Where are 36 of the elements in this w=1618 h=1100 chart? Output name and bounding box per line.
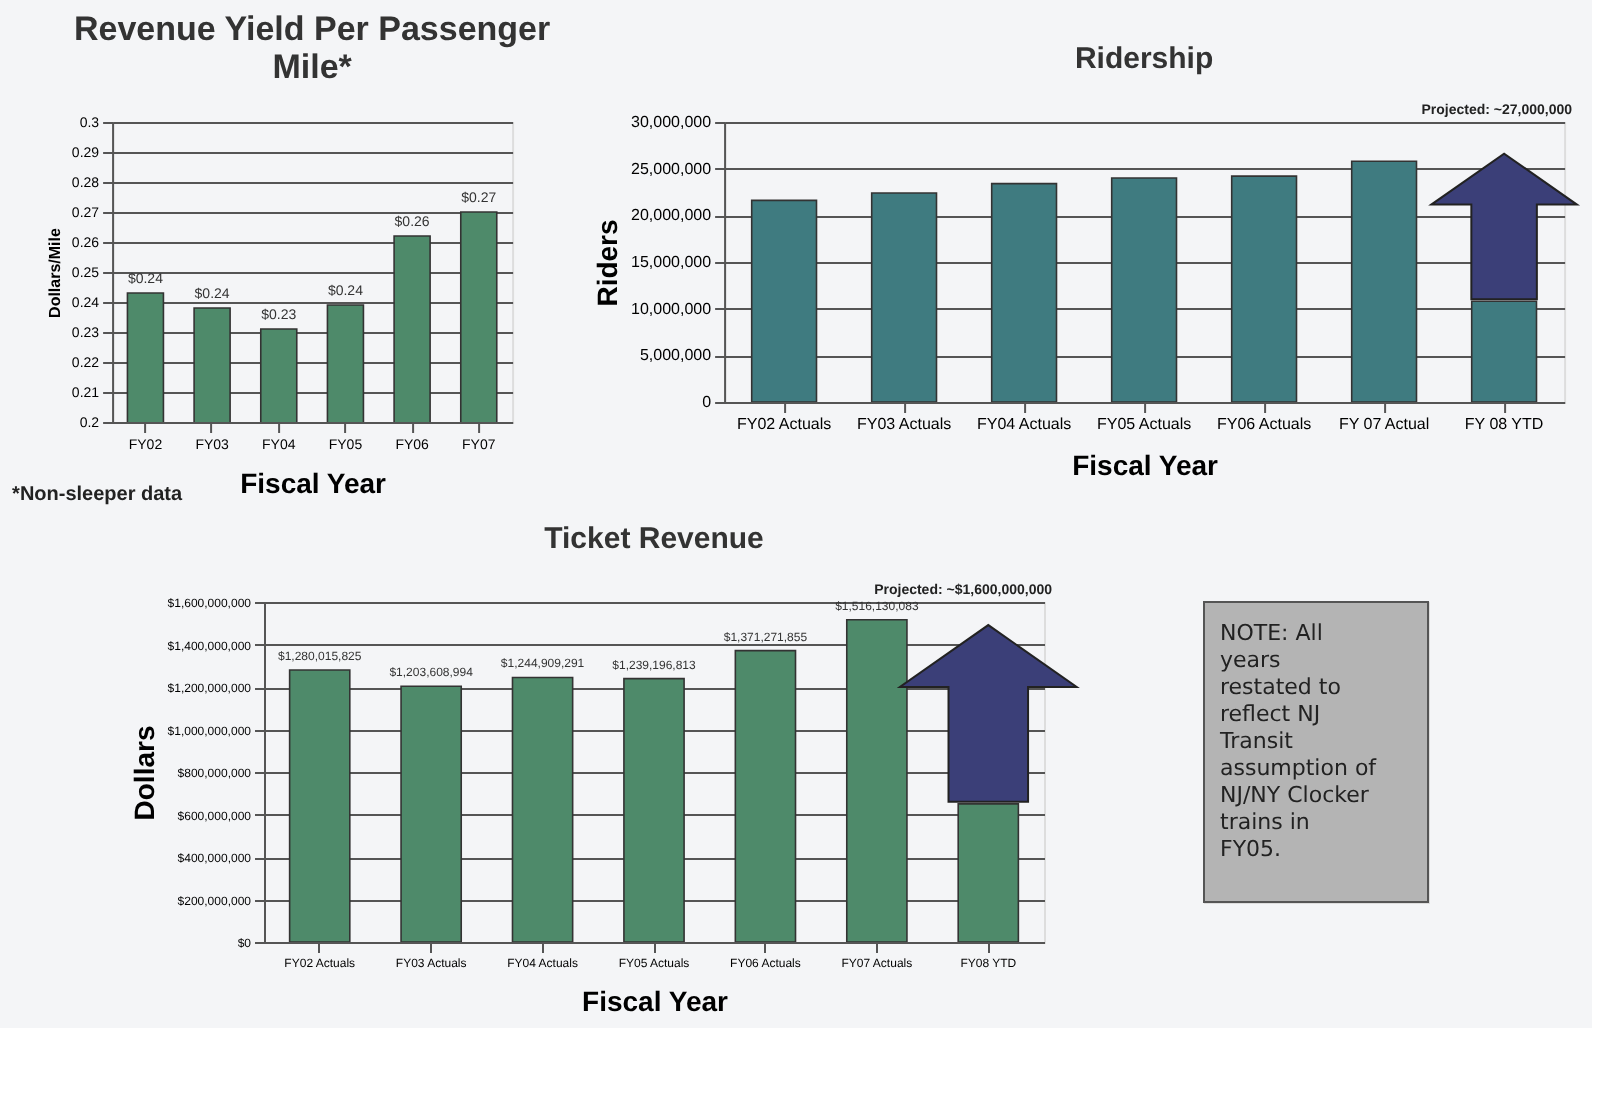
y-tick-label: 15,000,000 (631, 253, 713, 271)
x-axis-title: Fiscal Year (1072, 449, 1220, 481)
text: NOTE: All years restated to reflect NJ Transit assumption of NJ/NY Clocker trains in FY05. (1220, 620, 1377, 862)
x-axis-title: Fiscal Year (582, 985, 730, 1017)
y-tick-label: 5,000,000 (639, 346, 713, 365)
x-tick-label: FY05 Actuals (1096, 415, 1192, 433)
bar (870, 192, 938, 402)
bar (990, 182, 1058, 402)
x-tick-label: FY04 Actuals (976, 415, 1072, 433)
x-tick-label: FY 07 Actual (1338, 415, 1430, 433)
y-tick-label: 20,000,000 (631, 206, 713, 225)
chart-title: Ticket Revenue (544, 522, 764, 556)
x-tick-label: FY03 Actuals (856, 415, 952, 433)
y-tick-label: 10,000,000 (631, 299, 713, 318)
bar (750, 199, 818, 402)
bar (734, 649, 797, 942)
y-axis-title: Riders (591, 219, 624, 307)
y-tick-label: 25,000,000 (631, 159, 713, 178)
y-axis-title: Dollars/Mile (45, 227, 64, 318)
bar (511, 676, 574, 942)
y-axis-title: Dollars (127, 725, 160, 821)
text: *Non-sleeper data (12, 484, 184, 506)
y-tick-label: 30,000,000 (631, 113, 713, 131)
y-tick-label: 0 (702, 393, 713, 411)
chart-title: Revenue Yield Per Passenger Mile* (73, 10, 551, 86)
x-tick-label: FY02 Actuals (736, 415, 832, 433)
bar (623, 677, 685, 942)
bar (1350, 160, 1418, 402)
x-tick-label: FY06 Actuals (1216, 415, 1312, 433)
bar (1110, 177, 1178, 402)
x-tick-label: FY 08 YTD (1464, 415, 1544, 433)
chart-title: Ridership (1074, 42, 1214, 76)
x-axis-title: Fiscal Year (240, 467, 388, 499)
bar (1230, 175, 1298, 402)
bar (400, 685, 463, 942)
bar (288, 669, 351, 942)
